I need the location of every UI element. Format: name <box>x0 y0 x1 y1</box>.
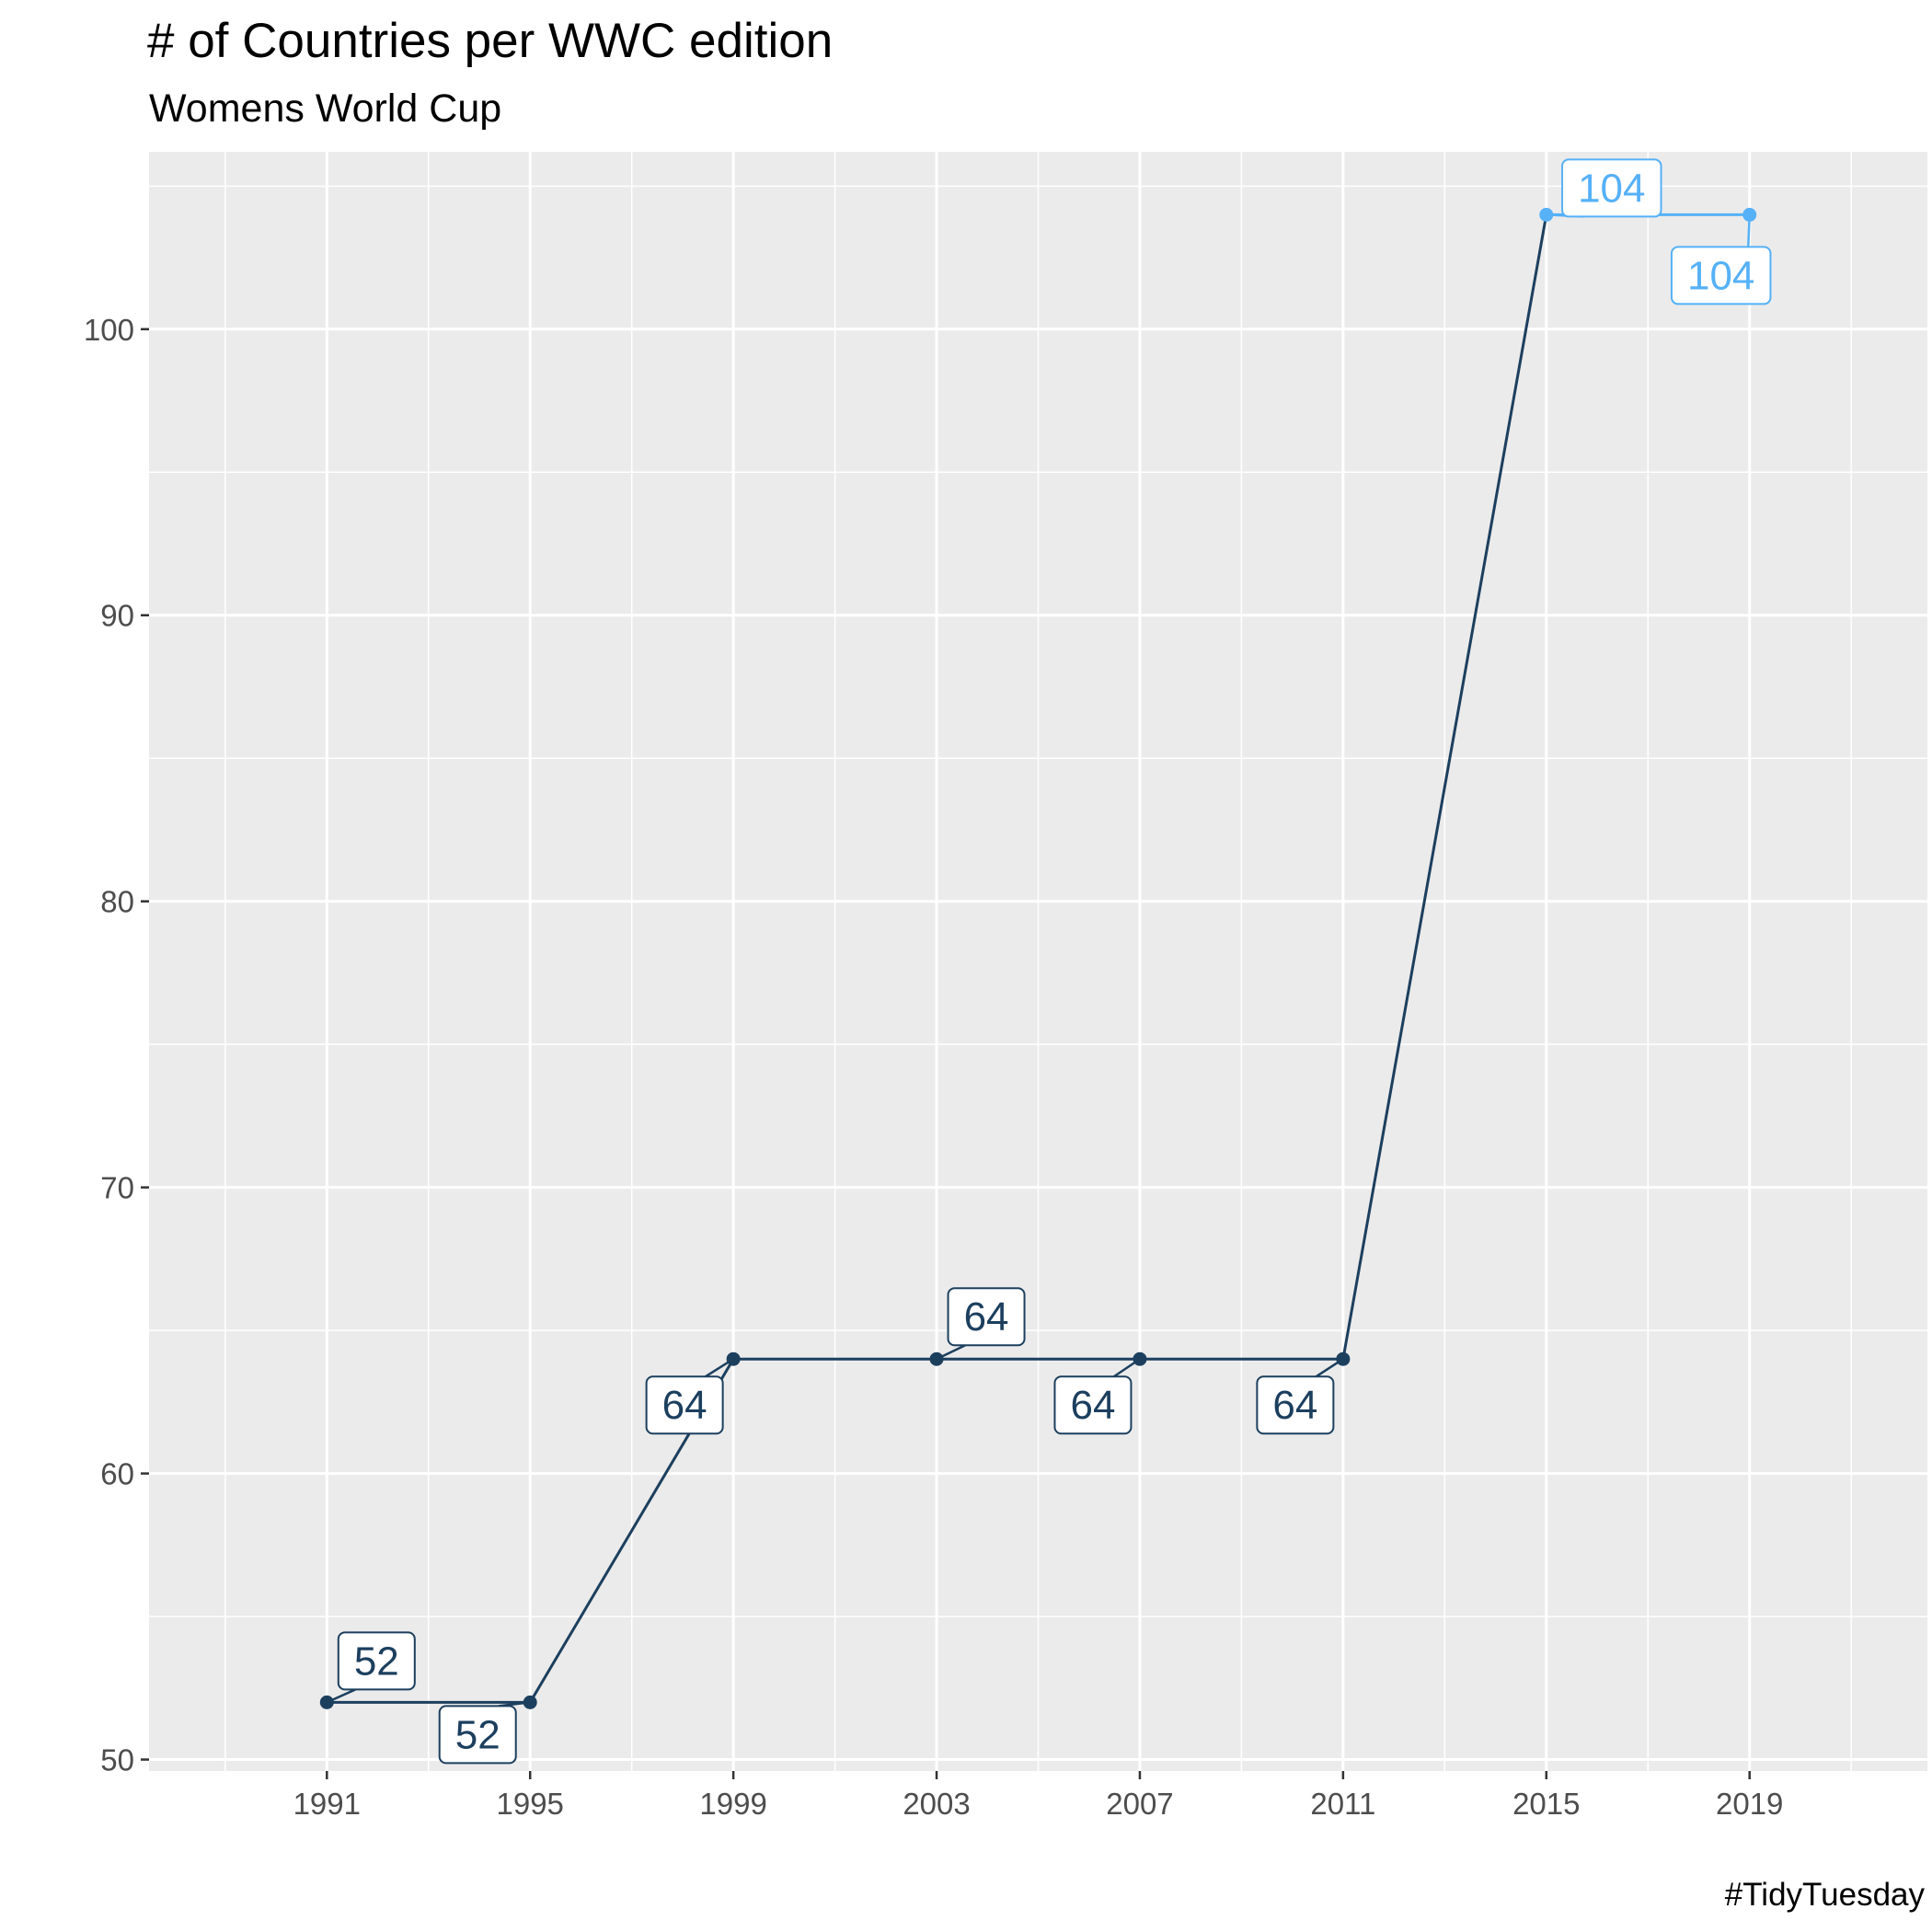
x-tick-label: 1991 <box>293 1787 361 1821</box>
x-tick-label: 1995 <box>497 1787 564 1821</box>
x-tick-label: 2015 <box>1512 1787 1580 1821</box>
data-label-connector <box>936 1344 966 1361</box>
chart-caption: #TidyTuesday <box>1724 1877 1925 1913</box>
minor-gridlines <box>149 152 1927 1771</box>
data-label-connector <box>326 1688 356 1704</box>
y-tick-label: 80 <box>100 885 134 919</box>
data-label: 64 <box>662 1383 707 1428</box>
data-labels: 52 52 64 64 64 64 104 104 <box>326 158 1772 1765</box>
data-label: 104 <box>1687 253 1754 298</box>
data-label: 104 <box>1578 166 1645 211</box>
data-label-box <box>1053 1375 1133 1435</box>
data-label-connector <box>705 1358 734 1378</box>
data-label-box <box>337 1631 416 1691</box>
chart-subtitle: Womens World Cup <box>149 86 502 131</box>
x-tick-label: 2003 <box>903 1787 970 1821</box>
data-label: 64 <box>1272 1383 1317 1428</box>
y-axis-tick-labels: 50 60 70 80 90 100 <box>84 313 134 1777</box>
data-label: 64 <box>1070 1383 1115 1428</box>
data-label-box <box>1256 1375 1335 1435</box>
data-label-box <box>1670 246 1772 305</box>
y-tick-label: 100 <box>84 313 134 347</box>
major-gridlines <box>149 152 1927 1771</box>
x-axis-tick-labels: 1991 1995 1999 2003 2007 2011 2015 2019 <box>293 1787 1784 1821</box>
data-label-box <box>645 1375 724 1435</box>
data-label: 64 <box>964 1294 1009 1340</box>
data-label-connector <box>1747 214 1751 247</box>
x-tick-label: 2019 <box>1716 1787 1783 1821</box>
data-label-connector <box>1113 1358 1141 1378</box>
x-tick-label: 1999 <box>699 1787 766 1821</box>
data-label-box <box>1561 158 1662 218</box>
y-tick-label: 60 <box>100 1457 134 1491</box>
x-tick-label: 2011 <box>1310 1787 1375 1821</box>
chart-title: # of Countries per WWC edition <box>147 14 834 68</box>
axis-ticks <box>141 328 1751 1779</box>
y-tick-label: 90 <box>100 599 134 633</box>
data-label-box <box>947 1287 1026 1347</box>
x-tick-label: 2007 <box>1106 1787 1173 1821</box>
y-tick-label: 70 <box>100 1171 134 1205</box>
data-label-box <box>438 1705 517 1765</box>
data-label-connector <box>1316 1358 1344 1378</box>
series-line-segment <box>1341 214 1548 1360</box>
data-label: 52 <box>354 1639 399 1684</box>
y-tick-label: 50 <box>100 1743 134 1777</box>
data-label: 52 <box>455 1712 500 1757</box>
